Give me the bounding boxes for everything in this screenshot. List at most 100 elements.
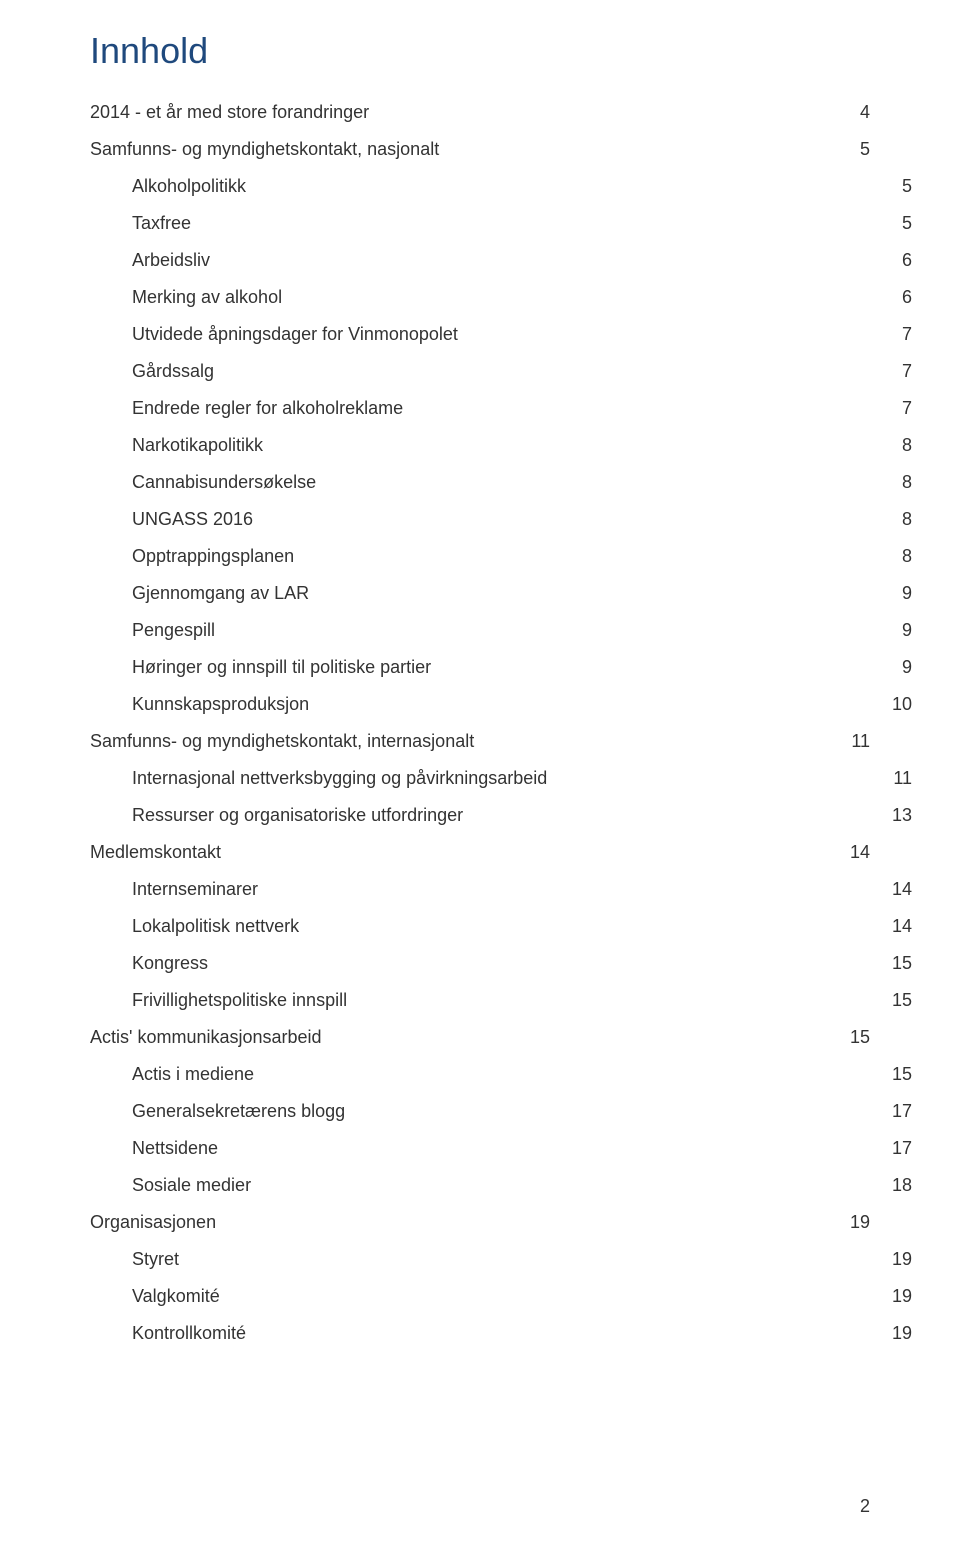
toc-entry-label: Endrede regler for alkoholreklame	[132, 398, 403, 419]
toc-entry-page: 13	[892, 805, 912, 826]
toc-row[interactable]: Gårdssalg7	[132, 361, 912, 382]
toc-entry-label: Kunnskapsproduksjon	[132, 694, 309, 715]
toc-entry-page: 18	[892, 1175, 912, 1196]
toc-entry-label: Valgkomité	[132, 1286, 220, 1307]
toc-entry-page: 19	[892, 1249, 912, 1270]
toc-row[interactable]: Alkoholpolitikk 5	[132, 176, 912, 197]
toc-entry-page: 8	[902, 472, 912, 493]
toc-entry-label: UNGASS 2016	[132, 509, 253, 530]
toc-entry-page: 7	[902, 398, 912, 419]
toc-row[interactable]: Internseminarer 14	[132, 879, 912, 900]
toc-row[interactable]: Frivillighetspolitiske innspill 15	[132, 990, 912, 1011]
toc-entry-label: Organisasjonen	[90, 1212, 216, 1233]
table-of-contents: 2014 - et år med store forandringer 4 Samf…	[90, 102, 870, 1344]
toc-row[interactable]: Actis' kommunikasjonsarbeid 15	[90, 1027, 870, 1048]
toc-row[interactable]: Sosiale medier18	[132, 1175, 912, 1196]
toc-entry-label: Styret	[132, 1249, 179, 1270]
toc-entry-label: Internseminarer	[132, 879, 258, 900]
toc-entry-label: Generalsekretærens blogg	[132, 1101, 345, 1122]
toc-entry-page: 5	[902, 176, 912, 197]
toc-row[interactable]: Ressurser og organisatoriske utfordringe…	[132, 805, 912, 826]
toc-entry-label: Actis i mediene	[132, 1064, 254, 1085]
toc-entry-page: 11	[893, 768, 912, 789]
toc-entry-page: 9	[902, 620, 912, 641]
toc-row[interactable]: Narkotikapolitikk 8	[132, 435, 912, 456]
toc-entry-page: 15	[892, 1064, 912, 1085]
toc-entry-page: 6	[902, 287, 912, 308]
toc-entry-page: 11	[851, 731, 870, 752]
toc-entry-label: Gjennomgang av LAR	[132, 583, 309, 604]
toc-entry-page: 15	[892, 953, 912, 974]
toc-row[interactable]: Internasjonal nettverksbygging og påvirk…	[132, 768, 912, 789]
toc-entry-label: Pengespill	[132, 620, 215, 641]
toc-entry-page: 19	[850, 1212, 870, 1233]
toc-row[interactable]: Opptrappingsplanen 8	[132, 546, 912, 567]
toc-entry-page: 9	[902, 657, 912, 678]
toc-entry-page: 8	[902, 546, 912, 567]
toc-row[interactable]: UNGASS 20168	[132, 509, 912, 530]
toc-entry-page: 19	[892, 1286, 912, 1307]
toc-row[interactable]: Gjennomgang av LAR 9	[132, 583, 912, 604]
toc-entry-label: Actis' kommunikasjonsarbeid	[90, 1027, 322, 1048]
toc-row[interactable]: Kontrollkomité19	[132, 1323, 912, 1344]
toc-row[interactable]: Actis i mediene 15	[132, 1064, 912, 1085]
toc-entry-page: 5	[860, 139, 870, 160]
toc-entry-label: 2014 - et år med store forandringer	[90, 102, 369, 123]
page-number-footer: 2	[860, 1496, 870, 1517]
toc-row[interactable]: Medlemskontakt 14	[90, 842, 870, 863]
toc-entry-page: 7	[902, 324, 912, 345]
toc-row[interactable]: Høringer og innspill til politiske parti…	[132, 657, 912, 678]
toc-entry-label: Lokalpolitisk nettverk	[132, 916, 299, 937]
toc-entry-label: Kongress	[132, 953, 208, 974]
toc-entry-page: 17	[892, 1138, 912, 1159]
toc-entry-page: 6	[902, 250, 912, 271]
toc-row[interactable]: Pengespill 9	[132, 620, 912, 641]
toc-entry-label: Samfunns- og myndighetskontakt, nasjonal…	[90, 139, 439, 160]
toc-entry-label: Arbeidsliv	[132, 250, 210, 271]
toc-entry-label: Kontrollkomité	[132, 1323, 246, 1344]
toc-entry-label: Medlemskontakt	[90, 842, 221, 863]
toc-entry-page: 14	[850, 842, 870, 863]
toc-row[interactable]: Arbeidsliv 6	[132, 250, 912, 271]
page-title: Innhold	[90, 30, 870, 72]
toc-row[interactable]: Samfunns- og myndighetskontakt, nasjonal…	[90, 139, 870, 160]
toc-row[interactable]: Generalsekretærens blogg 17	[132, 1101, 912, 1122]
toc-row[interactable]: Utvidede åpningsdager for Vinmonopolet 7	[132, 324, 912, 345]
toc-entry-page: 8	[902, 435, 912, 456]
toc-row[interactable]: Endrede regler for alkoholreklame 7	[132, 398, 912, 419]
toc-row[interactable]: Organisasjonen 19	[90, 1212, 870, 1233]
toc-entry-page: 9	[902, 583, 912, 604]
toc-entry-label: Opptrappingsplanen	[132, 546, 294, 567]
toc-entry-page: 4	[860, 102, 870, 123]
toc-entry-label: Internasjonal nettverksbygging og påvirk…	[132, 768, 547, 789]
toc-row[interactable]: Kongress 15	[132, 953, 912, 974]
toc-row[interactable]: Styret 19	[132, 1249, 912, 1270]
toc-entry-page: 7	[902, 361, 912, 382]
toc-row[interactable]: Kunnskapsproduksjon 10	[132, 694, 912, 715]
toc-entry-label: Cannabisundersøkelse	[132, 472, 316, 493]
toc-entry-label: Merking av alkohol	[132, 287, 282, 308]
toc-entry-label: Høringer og innspill til politiske parti…	[132, 657, 431, 678]
toc-row[interactable]: Taxfree 5	[132, 213, 912, 234]
toc-entry-page: 15	[892, 990, 912, 1011]
toc-row[interactable]: Nettsidene17	[132, 1138, 912, 1159]
toc-entry-label: Narkotikapolitikk	[132, 435, 263, 456]
toc-entry-label: Frivillighetspolitiske innspill	[132, 990, 347, 1011]
toc-entry-page: 14	[892, 916, 912, 937]
toc-entry-page: 17	[892, 1101, 912, 1122]
toc-entry-label: Utvidede åpningsdager for Vinmonopolet	[132, 324, 458, 345]
toc-entry-label: Taxfree	[132, 213, 191, 234]
toc-entry-page: 14	[892, 879, 912, 900]
toc-row[interactable]: Merking av alkohol 6	[132, 287, 912, 308]
toc-row[interactable]: Valgkomité 19	[132, 1286, 912, 1307]
toc-row[interactable]: Cannabisundersøkelse 8	[132, 472, 912, 493]
toc-row[interactable]: Lokalpolitisk nettverk 14	[132, 916, 912, 937]
toc-entry-page: 5	[902, 213, 912, 234]
toc-entry-label: Ressurser og organisatoriske utfordringe…	[132, 805, 463, 826]
toc-entry-page: 15	[850, 1027, 870, 1048]
toc-entry-label: Samfunns- og myndighetskontakt, internas…	[90, 731, 474, 752]
toc-entry-page: 10	[892, 694, 912, 715]
toc-entry-label: Alkoholpolitikk	[132, 176, 246, 197]
toc-row[interactable]: Samfunns- og myndighetskontakt, internas…	[90, 731, 870, 752]
toc-row[interactable]: 2014 - et år med store forandringer 4	[90, 102, 870, 123]
